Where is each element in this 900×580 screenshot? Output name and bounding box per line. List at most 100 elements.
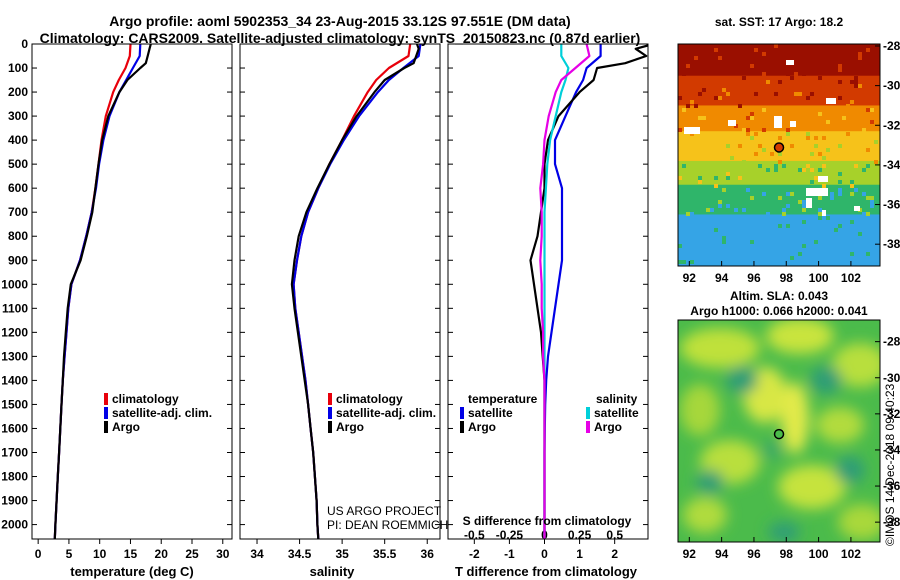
sst-pixel	[762, 128, 766, 132]
salinity-x-tick-label: 36	[421, 547, 435, 561]
sst-pixel	[866, 108, 870, 112]
sst-pixel	[726, 144, 730, 148]
sst-map-y-tick-label: -28	[883, 39, 900, 53]
sst-pixel	[762, 148, 766, 152]
sst-pixel	[850, 252, 854, 256]
sst-pixel	[854, 232, 858, 236]
sst-pixel	[722, 240, 726, 244]
legend-label-argo: Argo	[112, 420, 140, 434]
sst-pixel	[762, 232, 766, 236]
sst-pixel	[870, 200, 874, 204]
difference-x-tick-label: 2	[611, 547, 618, 561]
sst-pixel	[750, 240, 754, 244]
salinity-line-climatology	[292, 44, 412, 539]
sst-pixel	[786, 72, 790, 76]
sst-pixel	[782, 208, 786, 212]
sst-pixel	[818, 168, 822, 172]
sst-pixel	[838, 64, 842, 68]
sst-pixel	[758, 164, 762, 168]
sst-pixel	[838, 144, 842, 148]
depth-tick-label: 2000	[1, 518, 28, 532]
sst-pixel	[874, 60, 878, 64]
sst-pixel	[722, 252, 726, 256]
sst-pixel	[706, 244, 710, 248]
salinity-difference-tick-label: -0.5	[464, 528, 485, 542]
sst-pixel	[762, 72, 766, 76]
sst-pixel	[758, 144, 762, 148]
depth-tick-labels: 0 100 200 300 400 500 600 700 800 900 1000 1100 1200…	[1, 37, 648, 532]
salinity-legend: climatology satellite-adj. clim. Argo	[328, 392, 436, 434]
sst-pixel	[794, 92, 798, 96]
sst-pixel	[794, 64, 798, 68]
sla-map-x-tick-label: 100	[809, 547, 829, 561]
legend-label-climatology: climatology	[112, 392, 179, 406]
legend-label-temp-satellite: satellite	[468, 406, 513, 420]
legend-label-satellite-adj: satellite-adj. clim.	[112, 406, 212, 420]
sst-pixel	[746, 236, 750, 240]
sla-map-y-tick-label: -32	[883, 407, 900, 421]
sst-pixel	[774, 168, 778, 172]
sst-pixel	[838, 80, 842, 84]
sst-pixel	[802, 168, 806, 172]
sst-pixel	[790, 76, 794, 80]
depth-tick-label: 300	[8, 109, 28, 123]
sst-pixel	[814, 144, 818, 148]
sla-map-x-ticks: 92 94 96 98 100 102	[683, 537, 861, 561]
sst-pixel	[854, 228, 858, 232]
depth-tick-label: 1200	[1, 325, 28, 339]
sst-pixel	[798, 256, 802, 260]
sst-pixel	[746, 132, 750, 136]
sst-map-frame	[677, 43, 881, 267]
depth-tick-label: 900	[8, 253, 28, 267]
sst-pixel	[718, 96, 722, 100]
imos-credit-stamp: ©IMOS 14-Dec-2018 09:40:23	[883, 383, 897, 546]
sst-map-x-tick-label: 98	[780, 271, 794, 285]
sst-pixel	[822, 252, 826, 256]
sst-pixel	[822, 136, 826, 140]
sla-map-y-tick-label: -28	[883, 335, 900, 349]
sst-pixel	[678, 176, 682, 180]
sst-pixel	[838, 180, 842, 184]
sst-pixel	[774, 44, 778, 48]
sst-pixel	[858, 84, 862, 88]
sst-pixel	[706, 52, 710, 56]
legend-swatch-climatology	[328, 393, 332, 405]
depth-tick-label: 500	[8, 157, 28, 171]
legend-label-sal-satellite: satellite	[594, 406, 639, 420]
sst-pixel	[818, 256, 822, 260]
temperature-axes-frame	[31, 43, 233, 540]
sst-pixel	[750, 136, 754, 140]
sst-pixel	[818, 212, 822, 216]
legend-swatch-satellite-adj	[328, 407, 332, 419]
sst-map-y-tick-label: -34	[883, 158, 900, 172]
sst-map-y-tick-label: -36	[883, 198, 900, 212]
depth-tick-label: 1300	[1, 349, 28, 363]
sst-pixel	[726, 232, 730, 236]
sst-pixel	[714, 184, 718, 188]
legend-header-temperature: temperature	[468, 392, 538, 406]
sst-pixel	[818, 152, 822, 156]
depth-tick-label: 800	[8, 229, 28, 243]
sst-pixel	[802, 244, 806, 248]
sst-pixel	[702, 56, 706, 60]
sst-pixel	[810, 180, 814, 184]
temperature-lines	[53, 44, 152, 539]
difference-line-temperature-satellite	[543, 44, 602, 539]
depth-tick-label: 700	[8, 205, 28, 219]
legend-label-climatology: climatology	[336, 392, 403, 406]
temperature-x-tick-label: 20	[155, 547, 169, 561]
sst-pixel	[802, 204, 806, 208]
sst-pixel	[826, 216, 830, 220]
sst-pixel	[866, 148, 870, 152]
sst-pixel	[758, 60, 762, 64]
sst-argo-position-marker	[773, 142, 785, 153]
sst-pixel	[694, 56, 698, 60]
sst-pixel	[838, 220, 842, 224]
sst-pixel	[738, 144, 742, 148]
sst-pixel	[802, 240, 806, 244]
sst-pixel	[786, 224, 790, 228]
temperature-x-ticks: 0 5 10 15 20 25 30	[35, 539, 230, 561]
figure-title-line2: Climatology: CARS2009. Satellite-adjuste…	[40, 30, 641, 46]
sst-pixel	[698, 92, 702, 96]
sst-pixel	[726, 204, 730, 208]
